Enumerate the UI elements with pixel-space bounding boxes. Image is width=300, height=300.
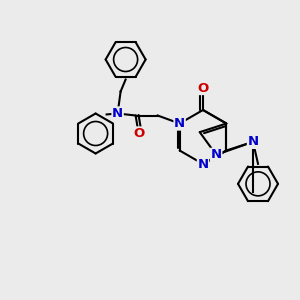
Text: O: O <box>133 127 144 140</box>
Text: N: N <box>248 135 259 148</box>
Text: N: N <box>174 117 185 130</box>
Text: O: O <box>197 82 208 94</box>
Text: N: N <box>197 158 208 170</box>
Text: N: N <box>211 148 222 161</box>
Text: N: N <box>112 107 123 120</box>
